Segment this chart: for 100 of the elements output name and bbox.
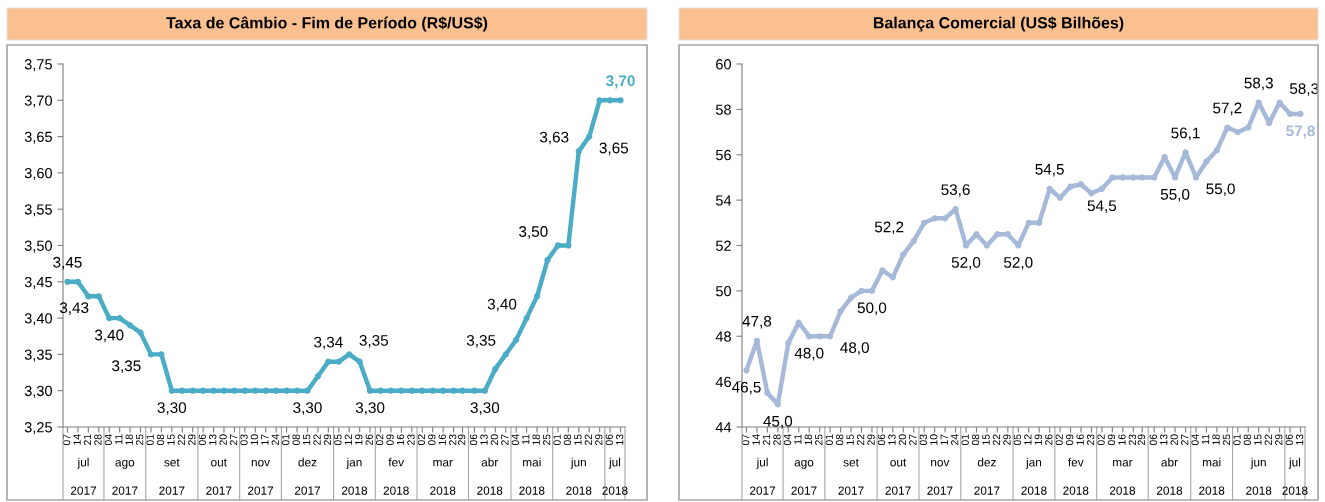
data-label: 48,0 (840, 342, 869, 355)
data-label: 3,30 (293, 402, 322, 415)
point (910, 237, 917, 245)
point (1025, 219, 1032, 226)
point (325, 358, 332, 365)
data-label: 3,65 (599, 142, 629, 156)
point (210, 387, 217, 394)
point (837, 308, 844, 315)
x-tick-label: 13 (480, 434, 488, 445)
x-tick-label: 20 (490, 434, 499, 446)
point (252, 387, 259, 394)
x-tick-label: 27 (909, 434, 917, 446)
x-tick-label: 24 (271, 434, 279, 446)
x-tick-label: 16 (396, 434, 405, 445)
text: jun 2018 (566, 457, 592, 495)
x-tick-label: 11 (794, 434, 802, 444)
data-label: 3,45 (53, 256, 82, 270)
point (314, 373, 322, 380)
point (1234, 128, 1241, 136)
point (1109, 174, 1116, 181)
point (440, 387, 447, 394)
point (502, 351, 509, 358)
point (85, 293, 92, 300)
x-tick-label: 18 (804, 434, 812, 445)
x-tick-label: 24 (950, 434, 959, 446)
point (1067, 183, 1074, 190)
y-tick-label: 3,35 (24, 349, 52, 362)
x-tick-label: 02 (1055, 434, 1063, 446)
point (1130, 174, 1137, 181)
data-label: 50,0 (857, 302, 887, 316)
x-tick-label: 29 (188, 434, 196, 446)
text: jun 2018 (1246, 457, 1272, 495)
x-tick-label: 29 (867, 434, 875, 446)
point (1098, 185, 1106, 192)
x-tick-label: 04 (1191, 434, 1199, 446)
x-tick-label: 15 (574, 434, 582, 445)
x-tick-label: 01 (282, 434, 290, 446)
x-tick-label: 29 (323, 434, 332, 446)
point (231, 387, 238, 394)
point (220, 387, 228, 394)
x-tick-label: 08 (835, 434, 844, 446)
point (606, 97, 614, 104)
text: set 2017 (838, 458, 864, 495)
point (1119, 174, 1126, 181)
x-tick-label: 15 (982, 434, 990, 445)
text: fev 2018 (383, 457, 409, 495)
point (523, 314, 530, 322)
point (1036, 219, 1043, 226)
x-tick-label: 18 (1212, 434, 1220, 445)
point (377, 387, 384, 394)
x-tick-label: 02 (375, 434, 384, 446)
point (764, 389, 771, 397)
data-label: 3,40 (94, 329, 124, 343)
x-tick-label: 25 (1222, 434, 1231, 446)
text: jul 2018 (602, 457, 628, 495)
point (858, 287, 865, 295)
point (106, 314, 113, 322)
point (366, 387, 374, 394)
data-label: 3,35 (359, 335, 389, 348)
x-tick-label: 05 (1013, 434, 1022, 446)
x-tick-label: 11 (115, 434, 123, 444)
y-tick-label: 50 (715, 285, 732, 297)
x-tick-label: 13 (208, 434, 217, 445)
data-label: 55,0 (1206, 183, 1235, 197)
point (283, 387, 290, 394)
point (596, 97, 603, 104)
data-label: 55,0 (1160, 188, 1190, 202)
y-tick-label: 44 (715, 422, 732, 433)
x-tick-label: 05 (334, 434, 342, 446)
x-tick-label: 15 (167, 434, 175, 445)
data-label: 47,8 (742, 315, 772, 329)
data-label: 46,5 (731, 381, 761, 395)
x-tick-label: 26 (1045, 434, 1053, 446)
point (137, 329, 144, 336)
y-tick-label: 54 (715, 195, 732, 206)
y-tick-label: 48 (715, 331, 731, 342)
point (544, 256, 551, 264)
text: mai 2018 (1199, 457, 1225, 495)
point (1297, 110, 1304, 118)
x-tick-label: 17 (261, 434, 269, 445)
x-tick-label: 15 (846, 434, 854, 445)
point (189, 387, 196, 394)
x-tick-label: 13 (1295, 434, 1304, 445)
point (74, 278, 82, 285)
point (994, 231, 1001, 238)
point (554, 242, 562, 249)
point (575, 147, 582, 155)
x-tick-label: 13 (888, 434, 896, 445)
point (847, 294, 855, 301)
x-tick-label: 04 (104, 434, 113, 446)
x-tick-label: 23 (407, 434, 415, 446)
x-tick-label: 25 (542, 434, 551, 446)
x-tick-label: 09 (1107, 434, 1116, 446)
x-tick-label: 29 (1003, 434, 1011, 446)
x-tick-label: 01 (146, 434, 154, 446)
data-label: 56,1 (1171, 127, 1200, 141)
point (335, 358, 342, 365)
x-tick-label: 01 (553, 434, 561, 446)
data-label: 58,3 (1289, 83, 1319, 96)
point (900, 251, 907, 258)
